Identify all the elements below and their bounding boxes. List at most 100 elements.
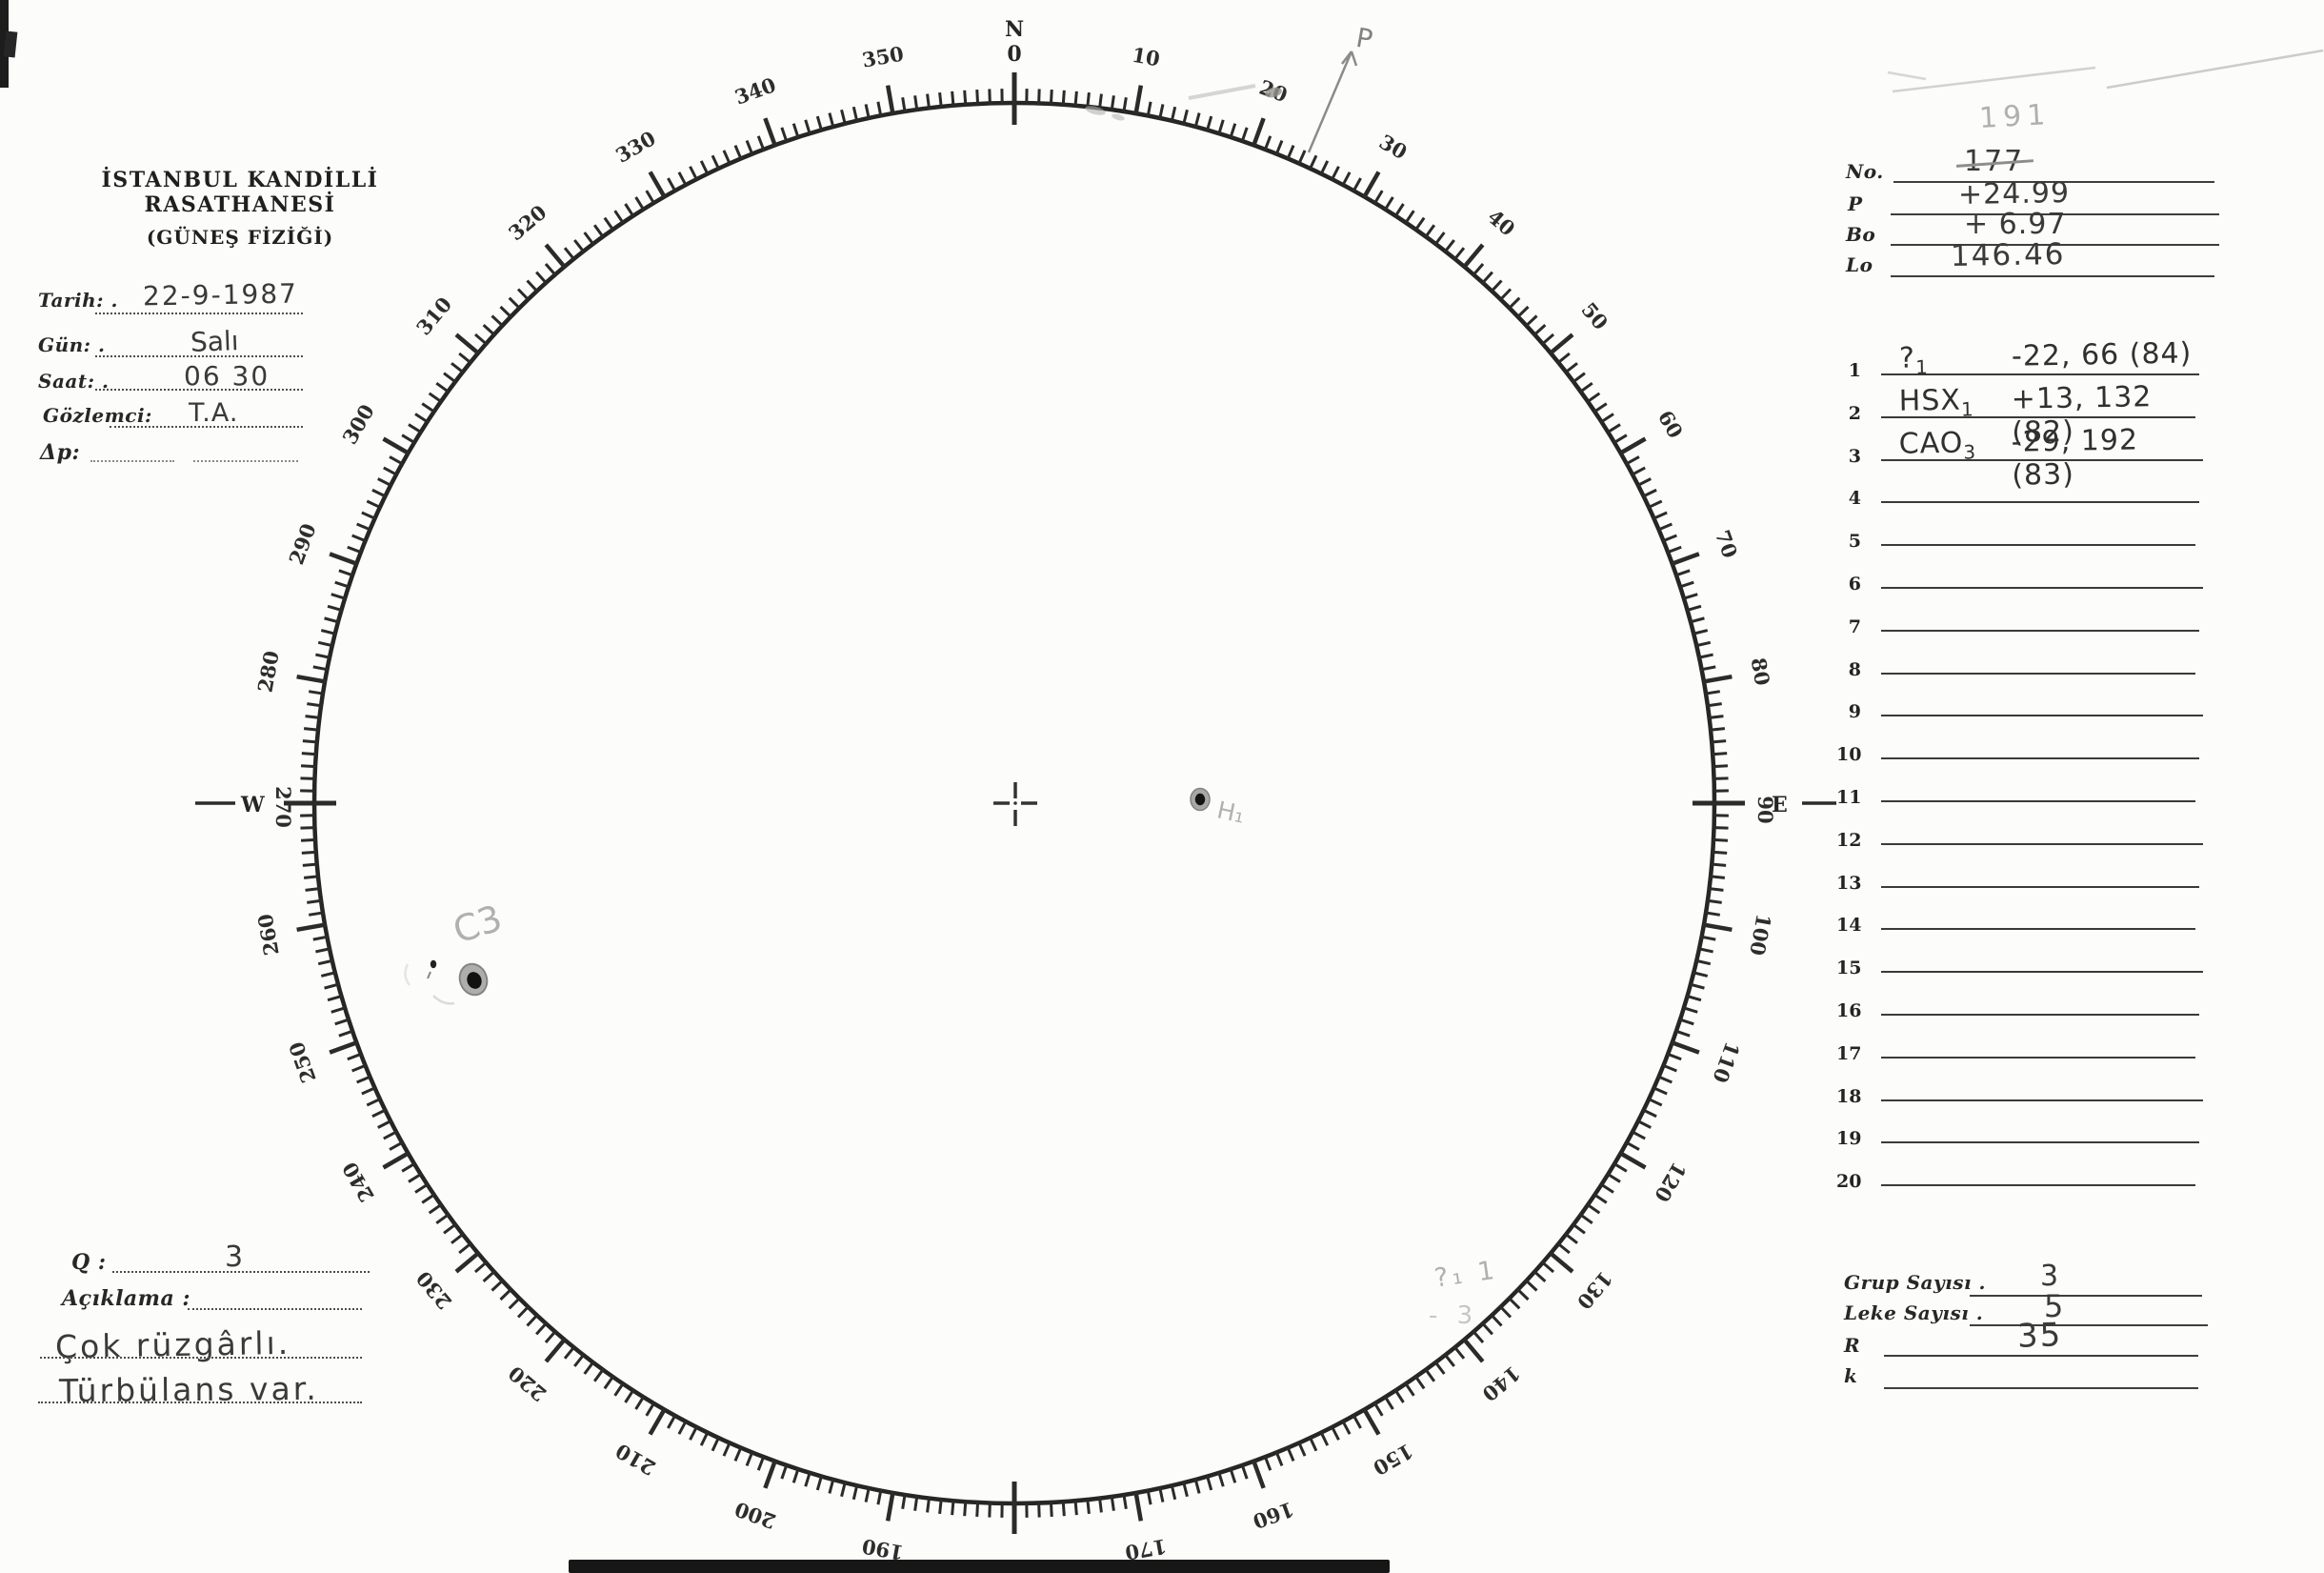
note-rule-1 — [40, 1357, 362, 1359]
limb-note-line2: - 3 — [1429, 1301, 1479, 1330]
minor-tick — [689, 166, 699, 181]
minor-tick — [828, 1478, 835, 1494]
minor-tick — [307, 898, 323, 904]
minor-tick — [745, 1450, 754, 1466]
major-tick — [648, 171, 667, 199]
minor-tick — [1170, 1483, 1177, 1501]
minor-tick — [592, 1367, 605, 1382]
center-dot — [1013, 801, 1017, 805]
dial-degree-label: 190 — [860, 1534, 906, 1564]
major-tick — [763, 117, 778, 148]
minor-tick — [334, 1018, 351, 1026]
minor-tick — [1205, 1475, 1213, 1491]
dial-degree-label: 210 — [611, 1439, 659, 1481]
dial-degree-label: 110 — [1708, 1039, 1744, 1086]
field-label-dp: Δp: — [40, 440, 81, 465]
minor-tick — [315, 653, 331, 659]
faint-line-small — [1887, 71, 1927, 81]
minor-tick — [1711, 862, 1727, 867]
minor-tick — [414, 413, 430, 424]
group-row-line — [1881, 415, 2195, 418]
group-row-line — [1881, 1184, 2195, 1187]
minor-tick — [913, 95, 919, 111]
group-row-line — [1881, 672, 2195, 675]
minor-tick — [1694, 640, 1712, 648]
major-tick — [1251, 117, 1266, 148]
minor-tick — [1472, 1329, 1485, 1344]
minor-tick — [383, 1130, 398, 1140]
minor-tick — [377, 1119, 392, 1129]
eph-value-no: 177 — [1955, 145, 2034, 178]
minor-tick — [435, 381, 451, 393]
group-row-number: 18 — [1836, 1085, 1862, 1107]
dial-degree-label: 60 — [1653, 406, 1688, 442]
minor-tick — [307, 702, 323, 708]
minor-tick — [331, 1006, 347, 1014]
minor-tick — [876, 101, 883, 117]
pencil-smudge-line — [1188, 84, 1256, 100]
minor-tick — [408, 1172, 423, 1183]
minor-tick — [389, 455, 404, 466]
minor-tick — [1158, 1486, 1165, 1502]
minor-tick — [377, 477, 392, 488]
minor-tick — [699, 1431, 710, 1446]
minor-tick — [1713, 826, 1729, 830]
field-line-dp-2 — [193, 460, 298, 462]
minor-tick — [1182, 1481, 1189, 1498]
minor-tick — [613, 210, 625, 225]
minor-tick — [1372, 190, 1384, 205]
minor-tick — [451, 362, 465, 374]
minor-tick — [840, 1481, 847, 1498]
group-row-number: 3 — [1848, 445, 1861, 467]
eph-label-lo: Lo — [1846, 253, 1873, 276]
minor-tick — [645, 1402, 656, 1417]
minor-tick — [1712, 752, 1728, 756]
major-tick — [1462, 243, 1485, 270]
minor-tick — [1297, 1441, 1307, 1457]
major-tick — [329, 552, 359, 567]
minor-tick — [1217, 119, 1225, 135]
minor-tick — [851, 106, 859, 123]
minor-tick — [526, 1313, 539, 1327]
dial-degree-label: 310 — [411, 292, 456, 340]
minor-tick — [1158, 104, 1165, 120]
minor-tick — [1352, 177, 1362, 192]
group-row-line — [1881, 885, 2199, 888]
major-tick — [885, 85, 895, 115]
dial-degree-label: 240 — [337, 1159, 379, 1206]
minor-tick — [1433, 232, 1446, 246]
q-line — [112, 1271, 370, 1273]
minor-tick — [361, 1086, 377, 1096]
minor-tick — [1652, 511, 1668, 520]
major-tick — [1670, 1039, 1700, 1055]
minor-tick — [1452, 1345, 1466, 1360]
minor-tick — [1229, 123, 1237, 139]
group-row-number: 11 — [1836, 787, 1862, 808]
minor-tick — [1709, 727, 1726, 732]
group-row-line — [1881, 971, 2203, 974]
group-row-number: 7 — [1848, 615, 1861, 637]
minor-tick — [1599, 1182, 1614, 1194]
pencil-smudge-blob — [1265, 87, 1282, 98]
group-row-line — [1881, 1099, 2203, 1101]
minor-tick — [815, 115, 824, 131]
minor-tick — [1274, 1450, 1284, 1466]
minor-tick — [1613, 1161, 1628, 1173]
major-tick — [1133, 85, 1144, 115]
dial-degree-label: 200 — [731, 1497, 779, 1533]
minor-tick — [1229, 1467, 1237, 1483]
minor-tick — [756, 135, 766, 151]
summary-label-r: R — [1844, 1334, 1861, 1357]
minor-tick — [1297, 150, 1307, 166]
minor-tick — [1631, 466, 1646, 476]
minor-tick — [624, 203, 635, 218]
minor-tick — [1182, 109, 1189, 126]
dial-degree-label: 250 — [284, 1039, 320, 1086]
group-row-line — [1881, 629, 2199, 632]
field-label-gun: Gün: . — [38, 333, 106, 356]
minor-tick — [300, 776, 316, 780]
eph-label-bo: Bo — [1846, 223, 1876, 246]
dial-west-letter: W — [240, 793, 265, 817]
minor-tick — [414, 1182, 430, 1194]
minor-tick — [1599, 413, 1614, 424]
